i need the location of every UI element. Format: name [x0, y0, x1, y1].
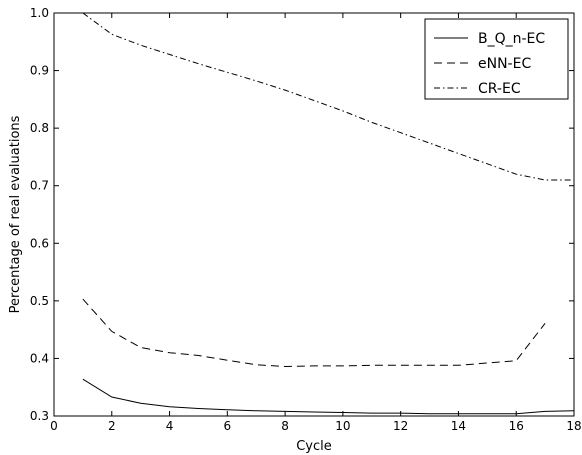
ticks-layer: 0 2 4 6 8 10 12 14 16 18 0.3 0.4 0.5 0.6 0.7 0.8 0.9 1.0 [30, 6, 582, 433]
series-line-2 [82, 298, 546, 368]
x-tick-label: 14 [451, 419, 466, 433]
y-tick-label: 0.6 [30, 236, 49, 250]
series-layer [82, 12, 575, 415]
y-tick-label: 0.7 [30, 179, 49, 193]
x-tick-label: 8 [281, 419, 289, 433]
x-tick-label: 16 [509, 419, 524, 433]
y-tick-label: 0.8 [30, 121, 49, 135]
y-axis-title: Percentage of real evaluations [8, 115, 23, 313]
x-tick-label: 18 [566, 419, 581, 433]
x-tick-label: 6 [224, 419, 232, 433]
legend-items: B_Q_n-EC eNN-EC CR-EC [434, 31, 545, 97]
x-axis-title: Cycle [296, 439, 332, 454]
legend-box [424, 18, 569, 100]
legend-label-1: B_Q_n-EC [478, 31, 545, 47]
y-tick-label: 0.5 [30, 294, 49, 308]
y-tick-label: 0.3 [30, 409, 49, 423]
x-tick-label: 4 [166, 419, 174, 433]
x-tick-label: 10 [335, 419, 350, 433]
y-tick-label: 0.4 [30, 351, 49, 365]
legend-label-2: eNN-EC [478, 56, 531, 72]
x-tick-label: 2 [108, 419, 116, 433]
x-tick-label: 12 [393, 419, 408, 433]
y-tick-label: 0.9 [30, 64, 49, 78]
series-line-1 [82, 378, 575, 415]
legend: B_Q_n-EC eNN-EC CR-EC [424, 18, 569, 100]
y-tick-label: 1.0 [30, 6, 49, 20]
legend-label-3: CR-EC [478, 81, 521, 97]
x-tick-label: 0 [50, 419, 58, 433]
